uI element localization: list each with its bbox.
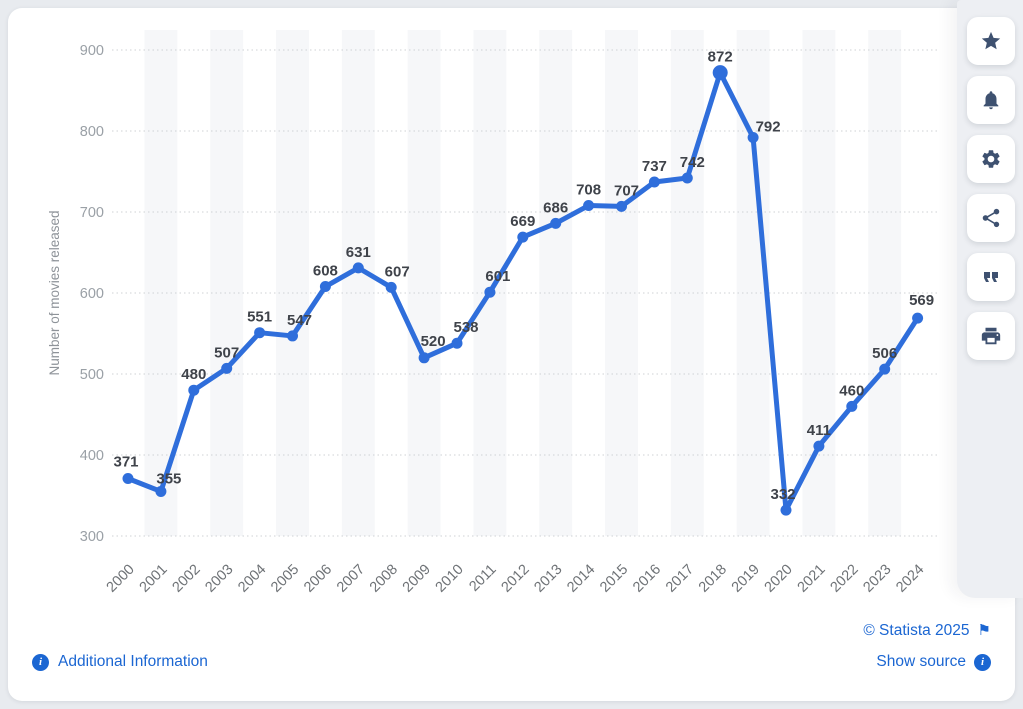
settings-button[interactable] [967, 135, 1015, 183]
svg-text:2020: 2020 [762, 562, 796, 596]
svg-text:708: 708 [576, 182, 601, 199]
svg-text:601: 601 [485, 268, 510, 285]
svg-text:737: 737 [642, 158, 667, 175]
statista-copyright: © Statista 2025 ⚑ [863, 623, 991, 639]
show-source-label: Show source [876, 653, 966, 671]
svg-text:551: 551 [247, 309, 272, 326]
svg-text:371: 371 [113, 453, 138, 470]
bell-icon [983, 91, 999, 110]
svg-text:2009: 2009 [400, 562, 434, 596]
svg-text:2018: 2018 [696, 562, 730, 596]
svg-text:2023: 2023 [860, 562, 894, 596]
svg-text:2005: 2005 [268, 562, 302, 596]
share-button[interactable] [967, 194, 1015, 242]
chart-card: 300 400 500 600 700 800 900 Number of movies re… [8, 8, 1015, 701]
svg-text:2010: 2010 [433, 562, 467, 596]
svg-text:2019: 2019 [729, 562, 763, 596]
info-icon: i [974, 653, 991, 671]
svg-text:507: 507 [214, 344, 239, 361]
svg-text:2007: 2007 [334, 562, 368, 596]
svg-text:2012: 2012 [498, 562, 532, 596]
svg-text:2003: 2003 [202, 562, 236, 596]
svg-text:800: 800 [80, 124, 104, 140]
additional-information-label: Additional Information [58, 653, 208, 670]
svg-text:547: 547 [287, 312, 312, 329]
svg-text:411: 411 [807, 422, 831, 439]
svg-text:300: 300 [80, 529, 104, 545]
svg-text:669: 669 [510, 213, 535, 230]
svg-text:480: 480 [181, 366, 206, 383]
svg-text:872: 872 [708, 49, 733, 66]
svg-text:600: 600 [80, 286, 104, 302]
svg-text:506: 506 [872, 345, 897, 362]
action-toolbar [957, 0, 1023, 598]
line-chart: 300 400 500 600 700 800 900 Number of movies re… [47, 30, 940, 596]
svg-text:2011: 2011 [466, 562, 499, 595]
svg-text:460: 460 [839, 382, 864, 399]
svg-text:Number of movies released: Number of movies released [47, 210, 62, 375]
additional-information-link[interactable]: i Additional Information [32, 653, 208, 671]
svg-text:400: 400 [80, 448, 104, 464]
svg-text:2021: 2021 [795, 562, 829, 596]
svg-text:500: 500 [80, 367, 104, 383]
svg-text:2014: 2014 [564, 562, 598, 596]
svg-text:520: 520 [421, 333, 446, 350]
svg-text:2013: 2013 [531, 562, 565, 596]
svg-text:355: 355 [156, 470, 181, 487]
favorite-button[interactable] [967, 17, 1015, 65]
printer-icon [981, 327, 1001, 345]
svg-text:538: 538 [453, 319, 478, 336]
cite-button[interactable] [967, 253, 1015, 301]
source-block: © Statista 2025 ⚑ Show source i [863, 623, 991, 671]
quote-icon [984, 272, 998, 282]
svg-text:332: 332 [770, 486, 795, 503]
svg-text:607: 607 [385, 263, 410, 280]
svg-text:608: 608 [313, 263, 338, 280]
flag-icon: ⚑ [977, 622, 991, 640]
svg-text:631: 631 [346, 244, 371, 261]
svg-text:2002: 2002 [169, 562, 203, 596]
share-icon [982, 208, 1000, 228]
svg-text:2008: 2008 [367, 562, 401, 596]
info-icon: i [32, 653, 49, 671]
svg-text:2004: 2004 [235, 562, 269, 596]
svg-text:707: 707 [614, 182, 639, 199]
show-source-link[interactable]: Show source i [863, 653, 991, 671]
svg-text:2006: 2006 [301, 562, 335, 596]
copyright-label: © Statista 2025 [863, 622, 970, 639]
alerts-button[interactable] [967, 76, 1015, 124]
gear-icon [982, 150, 1000, 168]
svg-text:742: 742 [680, 154, 705, 171]
svg-text:792: 792 [756, 118, 781, 135]
svg-text:2001: 2001 [137, 562, 171, 596]
svg-text:2016: 2016 [630, 562, 664, 596]
svg-text:700: 700 [80, 205, 104, 221]
print-button[interactable] [967, 312, 1015, 360]
svg-text:2024: 2024 [893, 562, 927, 596]
svg-text:2017: 2017 [663, 562, 697, 596]
star-icon [981, 31, 1001, 50]
svg-text:686: 686 [543, 199, 568, 216]
svg-text:569: 569 [909, 292, 934, 309]
svg-text:900: 900 [80, 43, 104, 59]
svg-text:2000: 2000 [104, 562, 138, 596]
svg-text:2015: 2015 [597, 562, 631, 596]
svg-text:2022: 2022 [827, 562, 861, 596]
